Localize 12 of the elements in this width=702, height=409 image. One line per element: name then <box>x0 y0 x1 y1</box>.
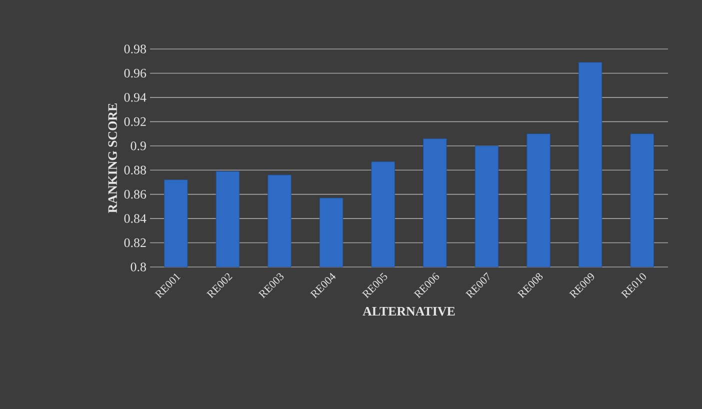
y-tick-label: 0.92 <box>124 117 146 126</box>
y-tick-label: 0.8 <box>130 262 146 272</box>
y-tick-label: 0.9 <box>130 141 146 150</box>
y-tick-label: 0.96 <box>124 68 146 78</box>
y-tick-label: 0.94 <box>124 93 146 102</box>
y-tick-label: 0.84 <box>124 214 146 223</box>
y-tick-label: 0.98 <box>124 44 146 54</box>
y-tick-label: 0.82 <box>124 238 146 248</box>
y-tick-label: 0.86 <box>124 190 146 199</box>
x-axis-title: ALTERNATIVE <box>362 306 455 316</box>
y-tick-label: 0.88 <box>124 166 146 175</box>
y-axis-title: RANKING SCORE <box>108 103 117 214</box>
